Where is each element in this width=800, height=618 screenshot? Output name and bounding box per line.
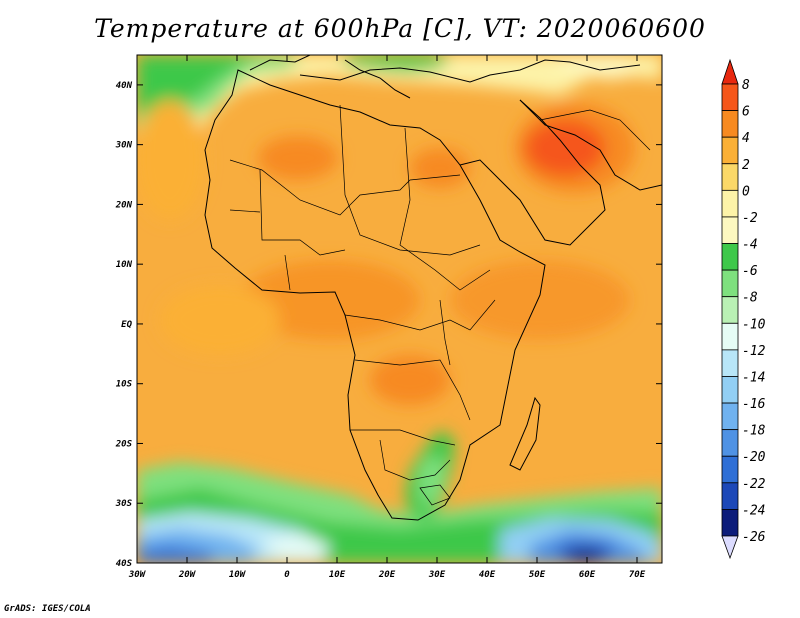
colorbar-band (721, 163, 739, 191)
lat-label: 10N (116, 260, 133, 270)
colorbar-label: -6 (742, 264, 758, 279)
colorbar-label: 6 (742, 105, 750, 120)
lat-label: 20S (115, 439, 133, 449)
lon-label: 20W (178, 570, 197, 580)
latitude-axis: 40N 30N 20N 10N EQ 10S 20S 30S 40S (115, 81, 662, 569)
colorbar-band (721, 83, 739, 111)
lat-label: 10S (116, 380, 133, 390)
lat-label: 40S (116, 559, 133, 569)
map-title: Temperature at 600hPa [C], VT: 202006060… (94, 14, 706, 43)
colorbar-band (721, 243, 739, 271)
colorbar-band (721, 136, 739, 165)
lat-label: 20N (115, 200, 133, 210)
colorbar-label: -22 (742, 477, 766, 492)
lat-label: EQ (121, 320, 132, 330)
colorbar-label: -14 (742, 370, 765, 385)
colorbar-band (721, 269, 739, 298)
map-frame (136, 54, 663, 564)
lon-label: 0 (284, 570, 290, 580)
colorbar-label: -8 (742, 291, 758, 306)
colorbar-label: -2 (742, 211, 758, 226)
lon-label: 70E (629, 570, 646, 580)
lon-label: 50E (529, 570, 546, 580)
lon-label: 30W (128, 570, 147, 580)
colorbar-label: -12 (742, 344, 766, 359)
lon-label: 40E (479, 570, 496, 580)
lat-label: 30S (115, 499, 133, 509)
colorbar-band (721, 110, 739, 138)
colorbar-label: -4 (742, 238, 758, 253)
lat-label: 40N (116, 81, 133, 91)
colorbar-band (721, 455, 739, 484)
colorbar-band (721, 189, 739, 218)
colorbar-top-arrow (721, 58, 739, 85)
colorbar-label: -24 (742, 503, 765, 518)
lon-label: 10W (229, 570, 247, 580)
country-borders (229, 104, 651, 506)
lon-label: 10E (329, 570, 346, 580)
colorbar-band (721, 402, 739, 431)
colorbar-band (721, 296, 739, 324)
colorbar: 8 6 4 2 0 -2 -4 -6 -8 -10 -12 -14 -16 -18 -20 -22 -24 -26 (721, 58, 766, 560)
colorbar-label: -20 (742, 450, 766, 465)
colorbar-label: 8 (742, 78, 750, 93)
colorbar-label: 4 (742, 131, 750, 146)
grads-credit: GrADS: IGES/COLA (4, 604, 91, 614)
colorbar-band (721, 429, 739, 457)
colorbar-label: -16 (742, 397, 766, 412)
colorbar-band (721, 482, 739, 510)
colorbar-label: 0 (742, 184, 750, 199)
temperature-field (137, 55, 662, 563)
lon-label: 20E (378, 570, 396, 580)
coastlines (204, 55, 662, 521)
longitude-axis: 30W 20W 10W 0 10E 20E 30E 40E 50E 60E 70E (128, 55, 646, 580)
colorbar-label: -10 (742, 317, 766, 332)
colorbar-band (721, 322, 739, 351)
colorbar-label: -26 (742, 530, 766, 545)
lon-label: 30E (428, 570, 446, 580)
colorbar-band (721, 509, 739, 537)
colorbar-band (721, 216, 739, 244)
lon-label: 60E (579, 570, 596, 580)
colorbar-band (721, 376, 739, 404)
colorbar-label: 2 (742, 158, 750, 173)
lat-label: 30N (115, 141, 133, 151)
colorbar-label: -18 (742, 424, 766, 439)
colorbar-band (721, 349, 739, 377)
colorbar-bottom-arrow (721, 535, 739, 560)
